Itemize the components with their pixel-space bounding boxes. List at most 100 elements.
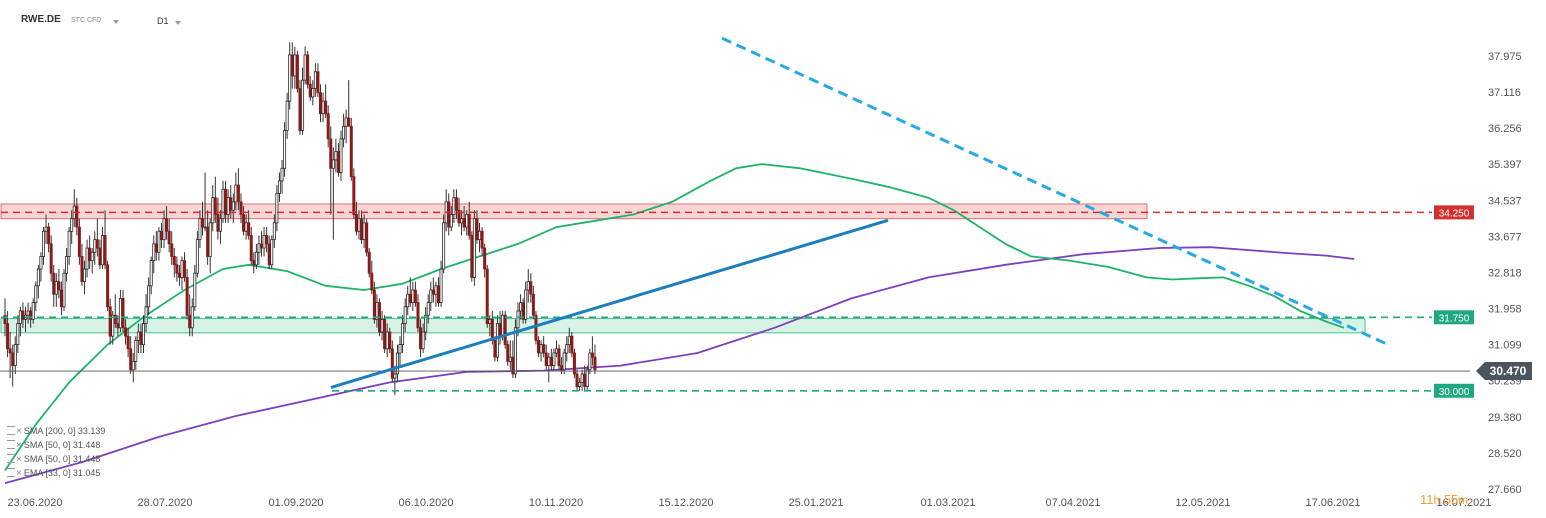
candle-bull[interactable] bbox=[288, 42, 292, 110]
candle-bear[interactable] bbox=[308, 75, 312, 102]
candle-bull[interactable] bbox=[41, 227, 45, 265]
candle-bull[interactable] bbox=[152, 235, 156, 274]
candle-bull[interactable] bbox=[334, 138, 338, 173]
candle-bear[interactable] bbox=[329, 126, 333, 215]
candle-bear[interactable] bbox=[95, 218, 99, 257]
candle-bull[interactable] bbox=[472, 210, 476, 286]
candle-bull[interactable] bbox=[67, 227, 71, 265]
candle-bear[interactable] bbox=[47, 222, 51, 253]
candle-bear[interactable] bbox=[267, 235, 271, 270]
candle-bear[interactable] bbox=[8, 332, 12, 379]
candle-bull[interactable] bbox=[403, 298, 407, 333]
instrument-type-label[interactable]: STC CFD bbox=[71, 17, 102, 24]
candle-bull[interactable] bbox=[62, 269, 66, 312]
candle-bull[interactable] bbox=[36, 264, 40, 299]
candle-bear[interactable] bbox=[6, 311, 10, 358]
candle-bull[interactable] bbox=[285, 92, 289, 139]
candle-bull[interactable] bbox=[398, 336, 402, 366]
indicator-row[interactable]: × SMA [50, 0] 31.448 bbox=[7, 439, 100, 452]
candle-bear[interactable] bbox=[498, 311, 502, 345]
candle-bear[interactable] bbox=[172, 248, 176, 278]
candle-bull[interactable] bbox=[100, 227, 104, 270]
candle-bull[interactable] bbox=[524, 281, 528, 324]
candle-bull[interactable] bbox=[401, 315, 405, 353]
candle-bull[interactable] bbox=[144, 294, 148, 333]
candle-bull[interactable] bbox=[429, 281, 433, 312]
candle-bull[interactable] bbox=[580, 369, 584, 391]
candle-bear[interactable] bbox=[247, 210, 251, 240]
candle-bull[interactable] bbox=[262, 227, 266, 257]
candle-bull[interactable] bbox=[218, 210, 222, 244]
candle-bear[interactable] bbox=[383, 315, 387, 353]
candle-bear[interactable] bbox=[11, 344, 15, 387]
candle-bear[interactable] bbox=[52, 264, 56, 307]
candle-bear[interactable] bbox=[75, 197, 79, 236]
candle-bull[interactable] bbox=[331, 147, 335, 240]
candle-bear[interactable] bbox=[560, 357, 564, 374]
candle-bear[interactable] bbox=[167, 218, 171, 253]
support-trendline[interactable] bbox=[330, 218, 889, 389]
candle-bear[interactable] bbox=[252, 252, 256, 274]
candle-bear[interactable] bbox=[324, 84, 328, 118]
candle-bear[interactable] bbox=[557, 344, 561, 370]
candle-bull[interactable] bbox=[118, 290, 122, 333]
close-icon[interactable]: × bbox=[16, 440, 22, 451]
settings-icon[interactable] bbox=[7, 440, 15, 449]
candle-bull[interactable] bbox=[90, 248, 94, 274]
candle-bull[interactable] bbox=[254, 243, 258, 270]
candle-bear[interactable] bbox=[534, 311, 538, 345]
candle-bear[interactable] bbox=[175, 256, 179, 282]
candle-bear[interactable] bbox=[593, 344, 597, 374]
candle-bear[interactable] bbox=[88, 235, 92, 270]
candle-bull[interactable] bbox=[65, 248, 69, 282]
candle-bear[interactable] bbox=[170, 231, 174, 265]
candle-bull[interactable] bbox=[203, 172, 207, 232]
candle-bull[interactable] bbox=[552, 348, 556, 370]
candle-bear[interactable] bbox=[80, 243, 84, 286]
candle-bull[interactable] bbox=[508, 340, 512, 370]
candle-bear[interactable] bbox=[159, 222, 163, 249]
candle-bear[interactable] bbox=[370, 260, 374, 295]
timeframe-selector[interactable]: D1 bbox=[157, 16, 169, 26]
candle-bull[interactable] bbox=[31, 298, 35, 324]
candle-bull[interactable] bbox=[198, 210, 202, 249]
candle-bear[interactable] bbox=[352, 168, 356, 219]
candle-bear[interactable] bbox=[306, 50, 310, 89]
candle-bull[interactable] bbox=[93, 231, 97, 265]
candle-bull[interactable] bbox=[421, 323, 425, 353]
symbol-label[interactable]: RWE.DE bbox=[21, 14, 61, 25]
candle-bear[interactable] bbox=[201, 201, 205, 236]
candle-bear[interactable] bbox=[454, 189, 458, 219]
candle-bear[interactable] bbox=[295, 50, 299, 93]
candle-bear[interactable] bbox=[470, 231, 474, 282]
candle-bear[interactable] bbox=[506, 340, 510, 366]
candle-bull[interactable] bbox=[157, 227, 161, 261]
candle-bear[interactable] bbox=[57, 269, 61, 299]
settings-icon[interactable] bbox=[7, 468, 15, 477]
instrument-dropdown-icon[interactable] bbox=[113, 20, 119, 24]
candle-bull[interactable] bbox=[321, 92, 325, 123]
candle-bear[interactable] bbox=[183, 252, 187, 282]
candle-bull[interactable] bbox=[478, 222, 482, 253]
candle-bull[interactable] bbox=[277, 172, 281, 202]
candle-bull[interactable] bbox=[39, 252, 43, 282]
candle-bull[interactable] bbox=[34, 281, 38, 312]
candle-bear[interactable] bbox=[290, 42, 294, 89]
candle-bull[interactable] bbox=[70, 210, 74, 244]
candle-bull[interactable] bbox=[208, 218, 212, 274]
candle-bull[interactable] bbox=[585, 365, 589, 391]
candle-bull[interactable] bbox=[16, 315, 20, 353]
candle-bull[interactable] bbox=[195, 231, 199, 278]
candle-bull[interactable] bbox=[313, 63, 317, 97]
candle-bear[interactable] bbox=[185, 269, 189, 320]
candle-bear[interactable] bbox=[113, 294, 117, 328]
candle-bull[interactable] bbox=[442, 214, 446, 274]
resistance-trendline[interactable] bbox=[721, 36, 1389, 346]
candle-bear[interactable] bbox=[529, 273, 533, 303]
candle-bull[interactable] bbox=[54, 273, 58, 307]
candle-bear[interactable] bbox=[480, 227, 484, 257]
candle-bear[interactable] bbox=[154, 231, 158, 261]
candle-bear[interactable] bbox=[103, 210, 107, 270]
candle-bull[interactable] bbox=[83, 260, 87, 295]
